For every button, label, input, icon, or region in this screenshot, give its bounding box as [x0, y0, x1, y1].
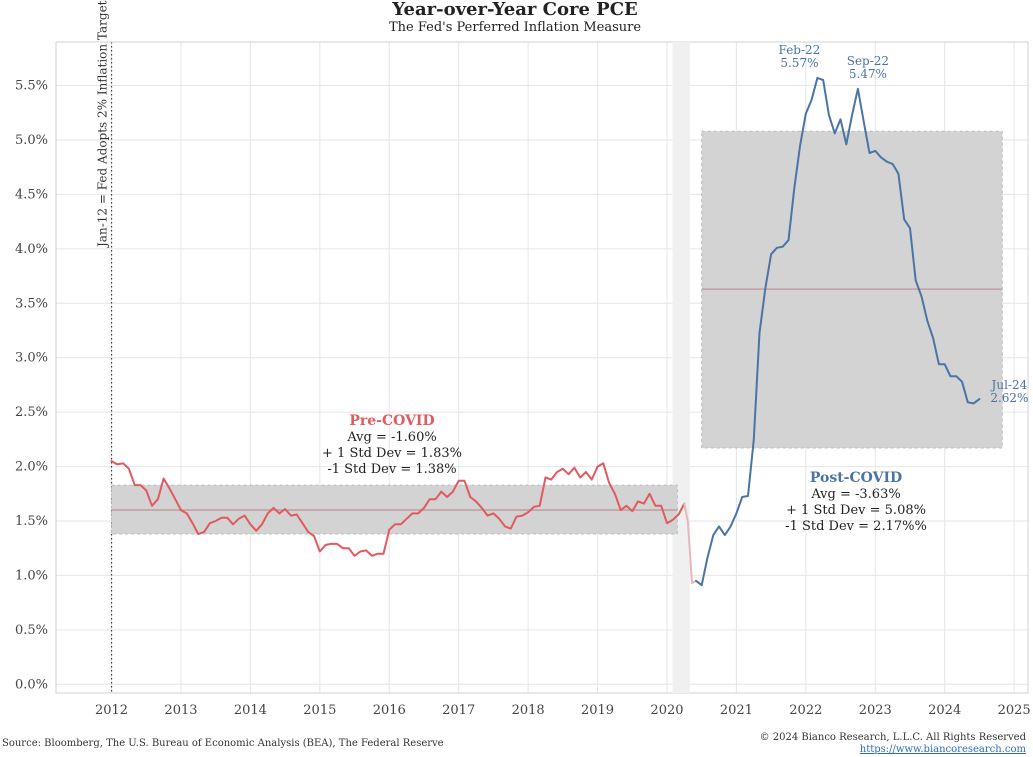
x-tick-label: 2022 [789, 703, 822, 718]
y-tick-label: 2.5% [15, 405, 48, 420]
point-date-label: Sep-22 [847, 54, 889, 68]
y-tick-label: 4.5% [15, 187, 48, 202]
plot-frame [55, 41, 1029, 694]
post-covid-avg: Avg = -3.63% [810, 487, 900, 502]
post-covid-annotation: Post-COVID Avg = -3.63% + 1 Std Dev = 5.… [785, 470, 927, 534]
x-tick-label: 2012 [95, 703, 128, 718]
series-lines [110, 76, 981, 587]
post-covid-minus-std: -1 Std Dev = 2.17%% [785, 519, 927, 534]
annotations: Feb-225.57% Sep-225.47% Jul-242.62% [779, 43, 1029, 405]
y-tick-label: 0.5% [15, 623, 48, 638]
y-tick-label: 1.0% [15, 568, 48, 583]
fed-target-label: Jan-12 = Fed Adopts 2% Inflation Target [96, 0, 110, 249]
pre-covid-minus-std: -1 Std Dev = 1.38% [327, 462, 456, 477]
y-tick-label: 3.0% [15, 351, 48, 366]
x-tick-label: 2018 [512, 703, 545, 718]
y-tick-label: 2.0% [15, 460, 48, 475]
series-line [110, 460, 686, 557]
y-tick-label: 5.0% [15, 133, 48, 148]
pre-covid-avg: Avg = -1.60% [346, 430, 436, 445]
post-covid-title: Post-COVID [810, 470, 902, 486]
y-tick-label: 3.5% [15, 296, 48, 311]
x-tick-label: 2020 [650, 703, 683, 718]
y-tick-label: 0.0% [15, 677, 48, 692]
x-tick-label: 2023 [859, 703, 892, 718]
y-tick-label: 1.5% [15, 514, 48, 529]
copyright-note: © 2024 Bianco Research, L.L.C. All Right… [760, 732, 1027, 743]
post-covid-plus-std: + 1 Std Dev = 5.08% [786, 503, 926, 518]
point-date-label: Jul-24 [990, 378, 1028, 392]
point-value-label: 5.47% [849, 67, 887, 81]
pre-covid-annotation: Pre-COVID Avg = -1.60% + 1 Std Dev = 1.8… [322, 413, 462, 477]
point-value-label: 2.62% [990, 391, 1028, 405]
y-tick-label: 4.0% [15, 242, 48, 257]
axis-ticks: 0.0% 0.5% 1.0% 1.5% 2.0% 2.5% 3.0% 3.5% 4.0% 4.5%… [15, 79, 1031, 718]
chart-subtitle: The Fed's Perferred Inflation Measure [389, 20, 641, 35]
pre-covid-title: Pre-COVID [349, 413, 434, 429]
std-dev-bands [111, 42, 1003, 693]
x-tick-label: 2025 [998, 703, 1031, 718]
x-tick-label: 2017 [442, 703, 475, 718]
website-link[interactable]: https://www.biancoresearch.com [860, 744, 1027, 755]
x-tick-label: 2016 [373, 703, 406, 718]
y-tick-label: 5.5% [15, 79, 48, 94]
point-value-label: 5.57% [780, 56, 818, 70]
chart-title: Year-over-Year Core PCE [391, 0, 638, 20]
source-note: Source: Bloomberg, The U.S. Bureau of Ec… [2, 738, 444, 749]
series-line [683, 502, 698, 584]
pre-covid-plus-std: + 1 Std Dev = 1.83% [322, 446, 462, 461]
x-tick-label: 2013 [164, 703, 197, 718]
x-tick-label: 2019 [581, 703, 614, 718]
series-line [695, 76, 981, 587]
x-tick-label: 2015 [303, 703, 336, 718]
covid-band [672, 42, 690, 693]
x-tick-label: 2024 [928, 703, 961, 718]
x-tick-label: 2014 [234, 703, 267, 718]
x-tick-label: 2021 [720, 703, 753, 718]
point-date-label: Feb-22 [779, 43, 821, 57]
